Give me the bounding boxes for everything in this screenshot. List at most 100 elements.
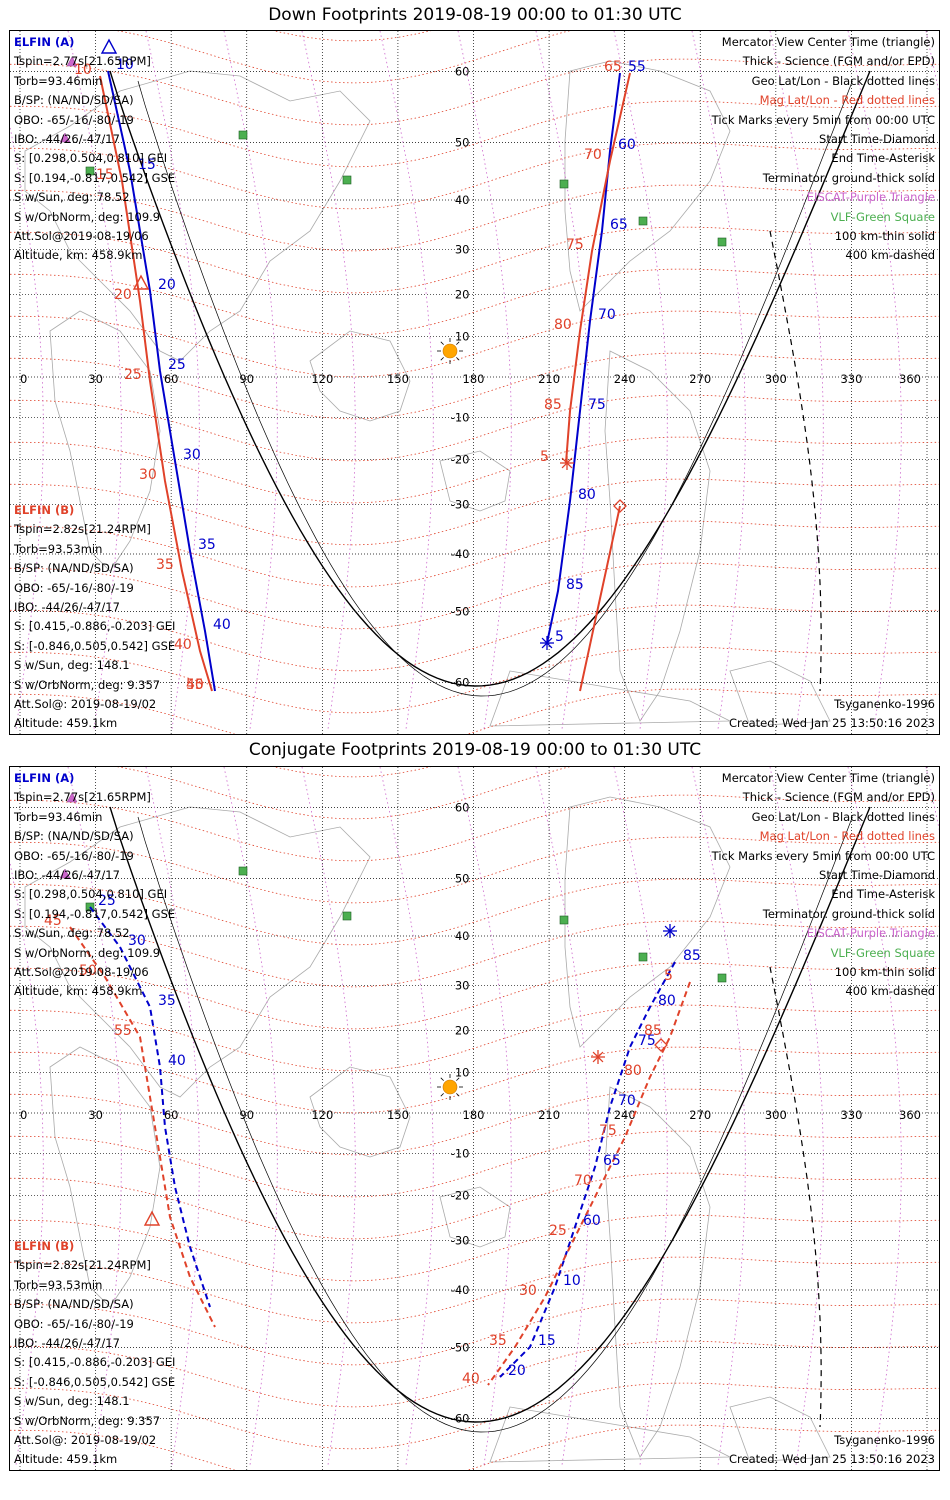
elfin-a-tick-2: 65 [610,217,628,233]
landmass-0 [24,806,371,1098]
coastlines [24,796,831,1463]
satellite-tracks: 8580757065601015202530354058580757025303… [44,893,701,1387]
elfin-b-info-line: Altitude: 459.1km [14,1452,118,1467]
mag-parallel-0 [10,1088,939,1156]
elfin-a-tick-9: 15 [138,157,156,173]
vlf-station-4 [717,973,727,983]
created-timestamp: Created: Wed Jan 25 13:50:16 2023 [728,716,935,730]
elfin-a-info-line: S w/Sun, deg: 78.52 [14,926,130,941]
elfin-a-info-line: S: [0.194,-0.817,0.542] GSE [14,170,176,185]
elfin-a-tick-12: 40 [168,1053,186,1069]
elfin-b-start-diamond [654,1038,668,1052]
sun-icon [437,1074,463,1100]
elfin-b-tick-0: 65 [604,59,622,75]
geo-grid [10,31,939,734]
lon-tick-0: 0 [20,1108,27,1122]
lon-tick-210: 210 [538,372,560,386]
legend-entry: Thick - Science (FGM and/or EPD) [742,790,935,805]
lat-tick--20: -20 [451,453,470,467]
elfin-a-tick-1: 60 [618,137,636,153]
mag-parallel-8 [117,31,571,84]
elfin-b-tick-8: 20 [114,287,132,303]
elfin-a-info-line: Altitude, km: 458.9km [14,984,143,999]
elfin-b-info-line: S w/Sun, deg: 148.1 [14,1394,130,1409]
lat-tick-60: 60 [455,800,470,814]
elfin-a-tick-6: 10 [563,1273,581,1289]
elfin-a-info-line: S w/OrbNorm, deg: 109.9 [14,945,161,960]
elfin-a-tick-4: 75 [588,397,606,413]
mag-parallel-2 [10,268,939,336]
lon-tick-240: 240 [614,372,636,386]
elfin-a-tick-4: 65 [603,1153,621,1169]
conjugate-footprints-map: 0306090120150180210240270300330360706050… [9,766,940,1471]
map-canvas: 0306090120150180210240270300330360706050… [10,31,939,734]
legend-entry: VLF-Green Square [830,209,935,224]
lon-tick-30: 30 [88,1108,103,1122]
elfin-a-info-line: Tspin=2.77s[21.65RPM] [14,790,151,805]
vlf-station-5 [85,166,95,176]
elfin-b-tick-1: 85 [644,1023,662,1039]
sun-ray-7 [456,1077,460,1081]
legend-entry: EISCAT-Purple Triangle [806,926,935,941]
elfin-a-info-line: Torb=93.46min [14,73,103,88]
lon-tick-labels: 0 30 60 90 120 150 180 210 240 270 300 330 360 [20,1108,921,1122]
elfin-a-tick-10: 20 [158,277,176,293]
landmass-6 [489,670,731,727]
sun-ray-1 [456,357,460,361]
elfin-b-tick-6: 10 [74,62,92,78]
mag-parallel-4 [10,184,939,252]
lon-tick-150: 150 [387,1108,409,1122]
elfin-b-track-south [579,505,621,692]
legend-entry: 400 km-dashed [845,248,935,263]
elfin-a-info-line: S w/Sun, deg: 78.52 [14,190,130,205]
elfin-b-tick-0: 5 [664,968,673,984]
mag-parallel-7 [10,794,939,862]
elfin-a-info-line: Att.Sol@2019-08-19/06 [14,965,149,979]
mag-parallel--1 [10,1130,939,1198]
sun-ray-3 [440,1093,444,1097]
vlf-station-0 [238,866,248,876]
elfin-b-info-line: Torb=93.53min [14,541,103,556]
elfin-b-label: ELFIN (B) [14,1239,75,1253]
elfin-b-info-line: OBO: -65/-16/-80/-19 [14,1316,134,1331]
legend-entry: Mercator View Center Time (triangle) [721,771,935,785]
legend-entry: Tick Marks every 5min from 00:00 UTC [711,112,935,127]
lat-tick-labels: 70605040302010-10-20-30-40-50-60-70 [451,64,470,689]
vlf-station-2 [559,179,569,189]
elfin-b-info-line: S: [-0.846,0.505,0.542] GSE [14,1374,176,1389]
legend-entry: Mag Lat/Lon - Red dotted lines [759,829,935,844]
elfin-a-tick-2: 75 [638,1033,656,1049]
lon-tick-120: 120 [311,372,333,386]
elfin-b-tick-2: 75 [566,237,584,253]
lat-tick-60: 60 [455,64,470,78]
elfin-a-info-line: Tspin=2.77s[21.65RPM] [14,54,151,69]
elfin-a-info-line: Torb=93.46min [14,809,103,824]
landmass-4 [564,60,731,312]
elfin-b-info-line: S: [0.415,-0.886,-0.203] GEI [14,1355,176,1370]
legend-entry: Terminator: ground-thick solid [762,906,935,921]
elfin-b-tick-5: 25 [549,1223,567,1239]
mag-parallel--4 [10,1256,939,1324]
eiscat-station-0 [66,792,78,803]
lat-tick-20: 20 [455,1023,470,1037]
elfin-a-info-line: OBO: -65/-16/-80/-19 [14,112,134,127]
top-panel-title: Down Footprints 2019-08-19 00:00 to 01:3… [268,5,682,25]
landmass-1 [49,310,161,572]
mag-parallel--5 [10,562,939,630]
elfin-b-end-asterisk-stroke-3 [561,457,573,469]
sun-icon [437,338,463,364]
legend-entry: End Time-Asterisk [831,887,935,902]
lon-tick-60: 60 [164,372,179,386]
elfin-a-label: ELFIN (A) [14,35,75,49]
lat-tick--40: -40 [451,547,470,561]
elfin-a-tick-8: 20 [508,1363,526,1379]
sun-ray-7 [456,341,460,345]
elfin-b-tick-13: 45 [186,677,204,693]
elfin-b-info-line: Att.Sol@: 2019-08-19/02 [14,1433,157,1447]
landmass-6 [489,1406,731,1463]
elfin-b-info-line: Torb=93.53min [14,1277,103,1292]
created-timestamp: Created: Wed Jan 25 13:50:16 2023 [728,1452,935,1466]
eiscat-station-0 [66,56,78,67]
elfin-b-tick-8: 40 [462,1371,480,1387]
mag-parallel-7 [10,58,939,126]
